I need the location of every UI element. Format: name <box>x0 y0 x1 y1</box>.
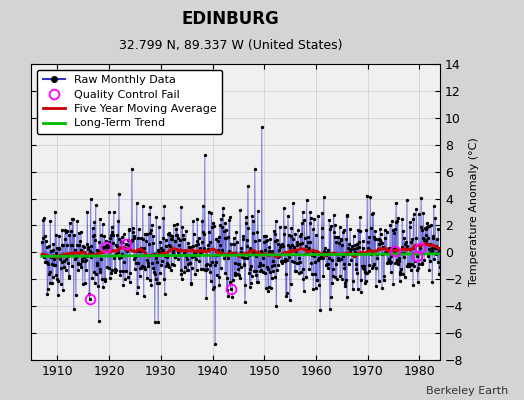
Text: 32.799 N, 89.337 W (United States): 32.799 N, 89.337 W (United States) <box>119 39 342 52</box>
Text: EDINBURG: EDINBURG <box>182 10 279 28</box>
Legend: Raw Monthly Data, Quality Control Fail, Five Year Moving Average, Long-Term Tren: Raw Monthly Data, Quality Control Fail, … <box>37 70 222 134</box>
Text: Berkeley Earth: Berkeley Earth <box>426 386 508 396</box>
Y-axis label: Temperature Anomaly (°C): Temperature Anomaly (°C) <box>469 138 479 286</box>
